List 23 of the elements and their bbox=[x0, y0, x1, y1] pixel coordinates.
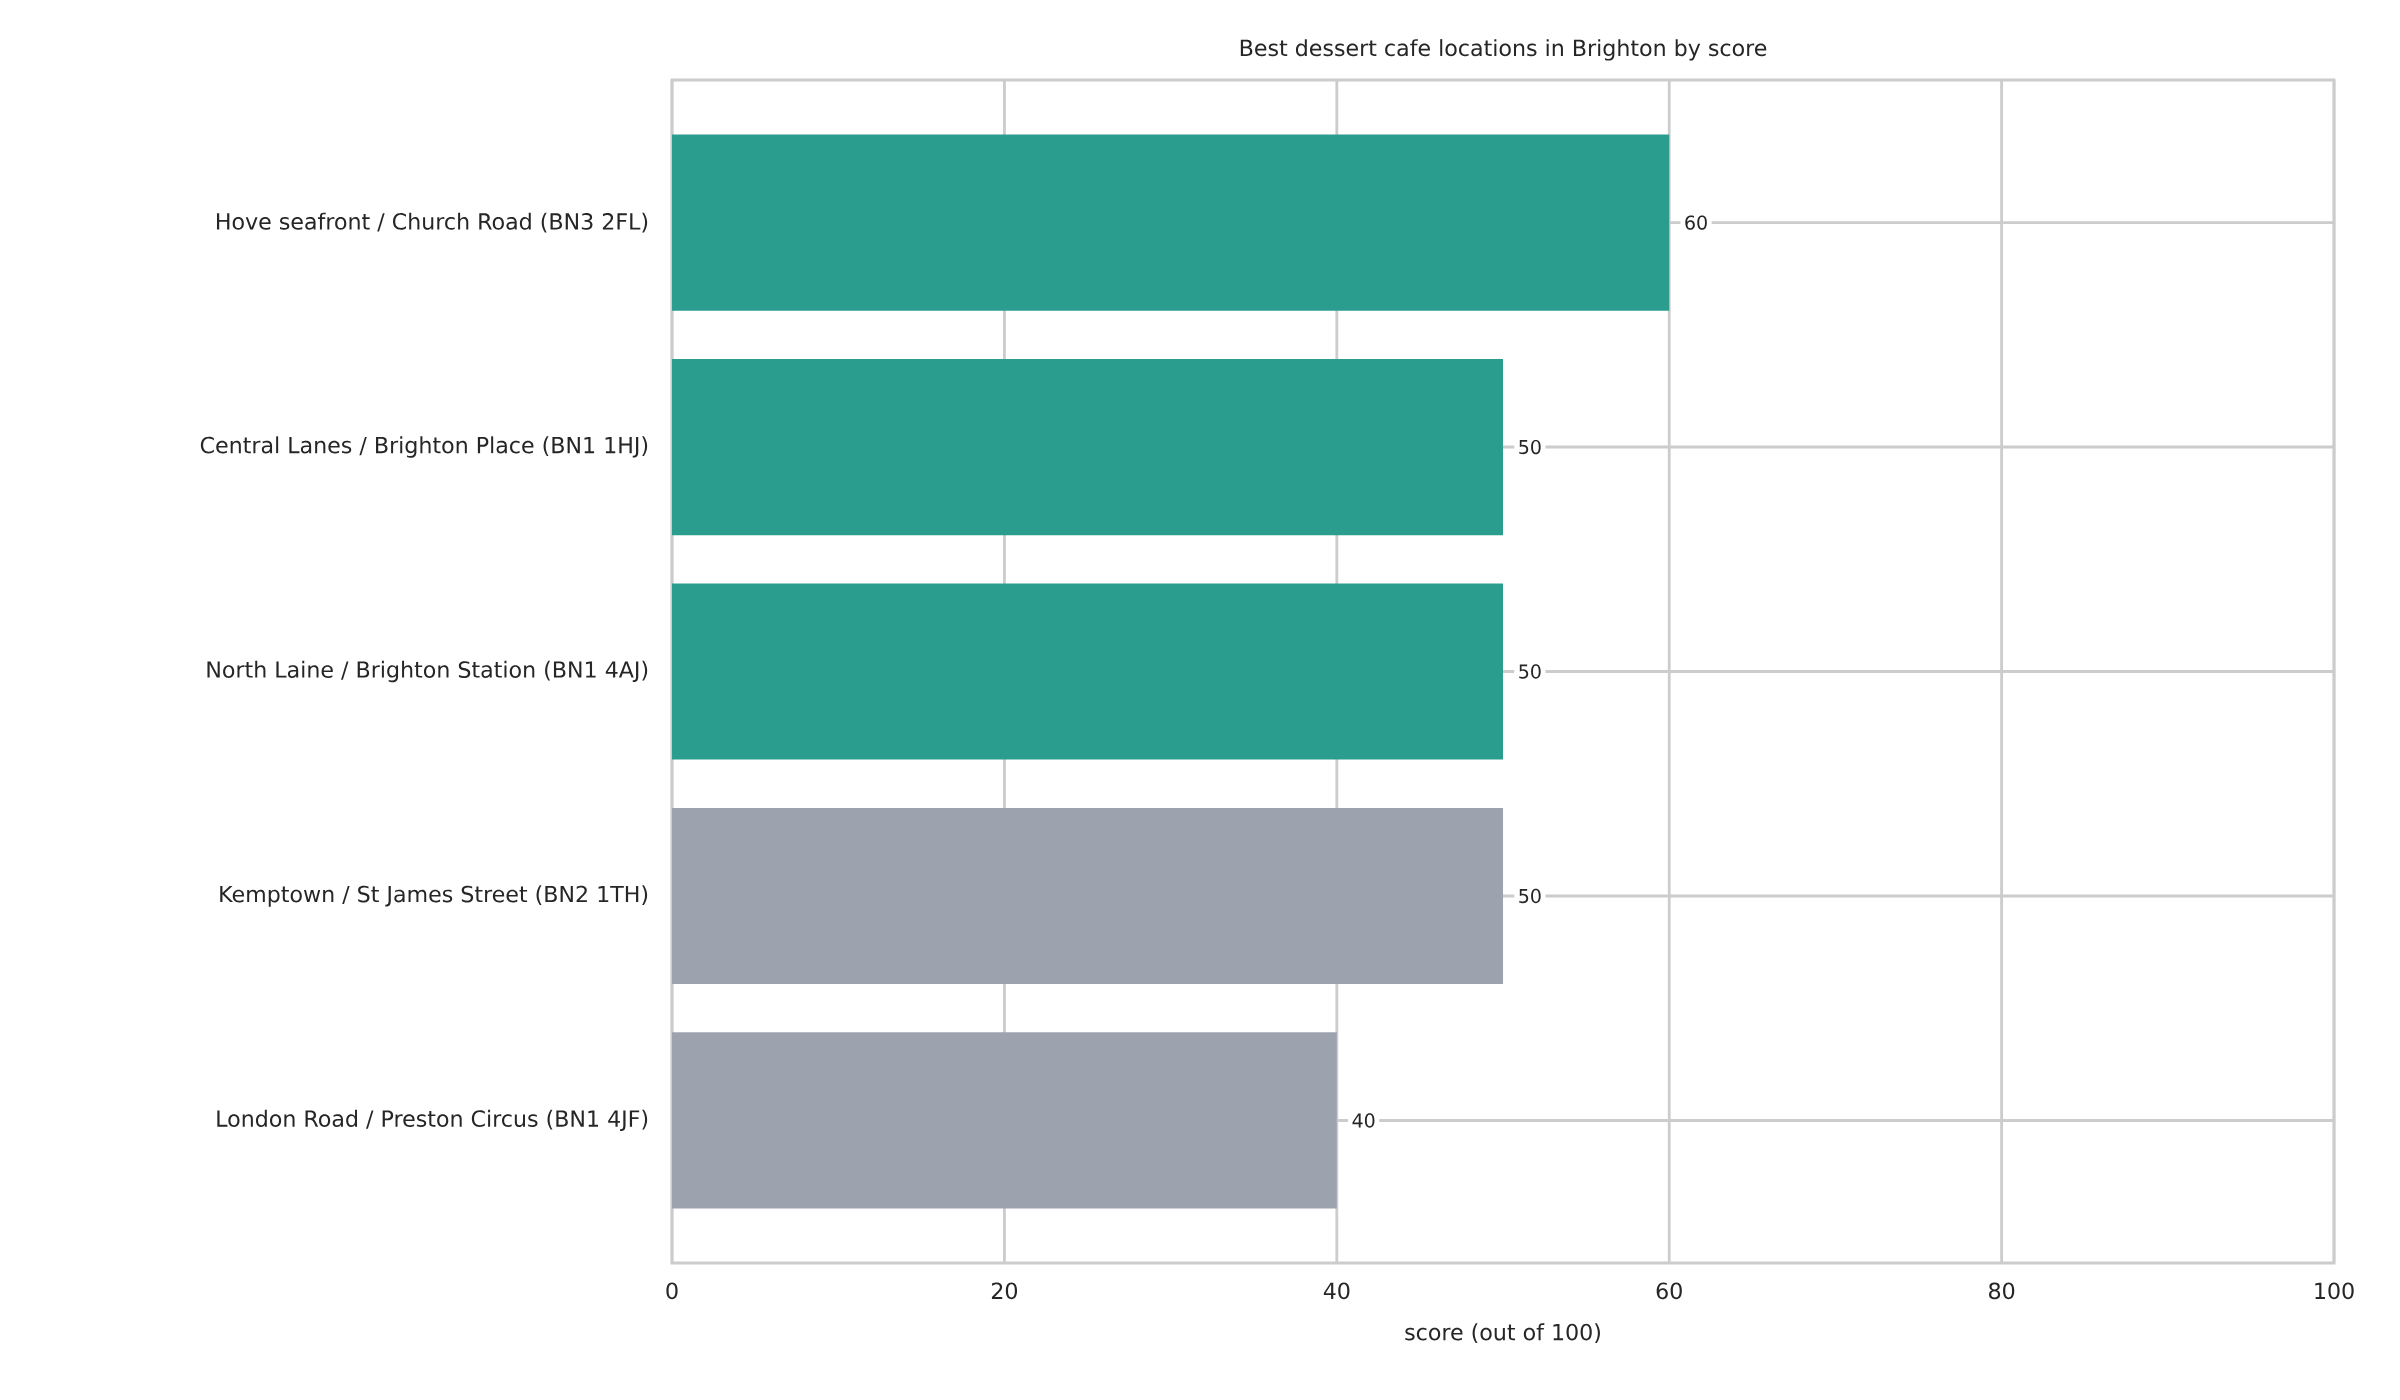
x-tick-label: 60 bbox=[1656, 1282, 1682, 1300]
y-tick-label: Central Lanes / Brighton Place (BN1 1HJ) bbox=[200, 436, 648, 458]
x-tick-label: 100 bbox=[2315, 1282, 2354, 1300]
x-tick-label: 40 bbox=[1323, 1282, 1350, 1300]
x-tick-label: 20 bbox=[991, 1282, 1018, 1300]
x-tick-label: 80 bbox=[1989, 1282, 2015, 1300]
data-label: 50 bbox=[1519, 664, 1541, 679]
y-tick-label: Kemptown / St James Street (BN2 1TH) bbox=[220, 885, 648, 907]
data-label: 50 bbox=[1519, 888, 1541, 904]
bar bbox=[672, 1032, 1337, 1209]
bar bbox=[672, 583, 1504, 760]
y-tick-label: Hove seafront / Church Road (BN3 2FL) bbox=[216, 212, 648, 233]
data-label: 60 bbox=[1685, 215, 1707, 230]
bar bbox=[672, 134, 1670, 311]
y-tick-label: London Road / Preston Circus (BN1 4JF) bbox=[217, 1109, 648, 1132]
x-tick-label: 0 bbox=[666, 1282, 678, 1300]
bar bbox=[672, 358, 1504, 536]
bar bbox=[672, 807, 1504, 985]
x-axis-title: score (out of 100) bbox=[1405, 1323, 1600, 1344]
y-tick-label: North Laine / Brighton Station (BN1 4AJ) bbox=[207, 660, 648, 683]
data-label: 40 bbox=[1352, 1113, 1375, 1128]
chart-title: Best dessert cafe locations in Brighton by score bbox=[1240, 39, 1767, 61]
data-label: 50 bbox=[1519, 439, 1541, 455]
